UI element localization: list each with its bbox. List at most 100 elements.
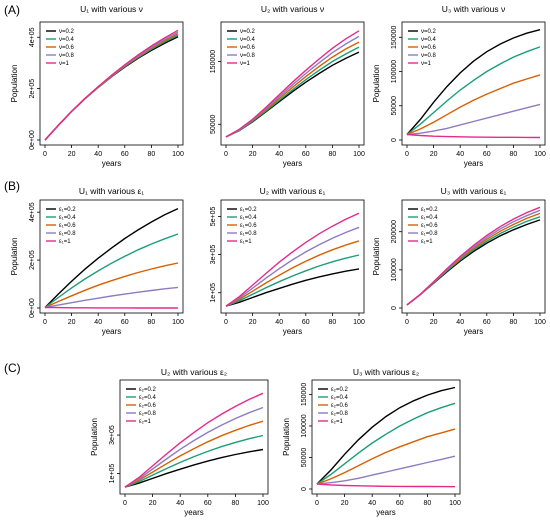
legend-entry: ε₁=0.8	[240, 231, 257, 237]
y-axis-label: Population	[282, 418, 291, 456]
chart-title: U₃ with various ν	[442, 4, 505, 14]
x-tick-label: 20	[68, 151, 76, 158]
x-tick-label: 100	[534, 151, 546, 158]
x-tick-label: 60	[121, 319, 129, 326]
x-tick-label: 40	[456, 319, 464, 326]
x-tick-label: 0	[405, 319, 409, 326]
series-line-4	[124, 406, 264, 488]
legend-entry: ε₁=0.2	[240, 207, 257, 213]
y-tick-label: 4e+05	[29, 27, 36, 47]
series-line-1	[124, 448, 264, 488]
y-tick-label: 0e+00	[29, 298, 36, 318]
legend-entry: ν=0.8	[421, 53, 437, 59]
x-tick-label: 40	[275, 319, 283, 326]
x-tick-label: 80	[232, 500, 240, 507]
y-tick-label: 100000	[391, 258, 398, 281]
legend-entry: ν=0.8	[240, 53, 256, 59]
x-tick-label: 20	[341, 500, 349, 507]
x-tick-label: 100	[534, 319, 546, 326]
y-tick-label: 0	[391, 306, 398, 310]
x-tick-label: 0	[43, 319, 47, 326]
series-line-1	[225, 268, 360, 307]
y-tick-label: 0	[301, 487, 308, 491]
x-tick-label: 100	[353, 319, 365, 326]
legend-entry: ε₁=0.6	[421, 223, 438, 229]
series-line-2	[406, 46, 541, 136]
x-axis-label: years	[464, 327, 484, 336]
x-axis-label: years	[102, 159, 122, 168]
plot-frame	[39, 21, 184, 146]
chart-2: U₂ with various ν 0 20 40 60 80 100 years 50000 1…	[210, 4, 365, 168]
chart-title: U₃ with various ε₁	[441, 186, 507, 196]
chart-title: U₃ with various ε₂	[353, 367, 419, 377]
legend-entry: ν=0.2	[59, 29, 75, 35]
y-tick-label: 100000	[301, 414, 308, 437]
y-tick-label: 100000	[391, 60, 398, 83]
series-line-3	[124, 420, 264, 488]
legend-entry: ν=1	[421, 61, 432, 67]
chart-title: U₁ with various ν	[80, 4, 143, 14]
x-tick-label: 20	[430, 319, 438, 326]
legend-entry: ν=0.2	[421, 29, 437, 35]
x-tick-label: 40	[94, 319, 102, 326]
plot-frame	[220, 199, 365, 314]
y-tick-label: 2e+05	[29, 79, 36, 99]
y-axis-label: Population	[10, 238, 19, 276]
series-line-5	[316, 483, 456, 488]
chart-3: U₃ with various ν 0 20 40 60 80 100 years 0 50000…	[372, 4, 546, 168]
plot-frame	[220, 21, 365, 146]
x-tick-label: 40	[456, 151, 464, 158]
chart-title: U₂ with various ε₂	[161, 367, 227, 377]
x-tick-label: 100	[353, 151, 365, 158]
legend-entry: ν=0.6	[240, 45, 256, 51]
x-tick-label: 80	[329, 319, 337, 326]
y-tick-label: 2e+05	[29, 250, 36, 270]
legend-entry: ε₂=0.8	[139, 411, 157, 417]
legend-entry: ε₁=0.4	[59, 215, 76, 221]
y-tick-label: 150000	[391, 25, 398, 48]
plot-frame	[119, 379, 269, 495]
y-tick-label: 0e+00	[29, 130, 36, 150]
y-tick-label: 50000	[391, 96, 398, 116]
series-line-3	[406, 74, 541, 136]
series-line-4	[44, 286, 179, 309]
series-line-4	[316, 455, 456, 485]
y-tick-label: 3e+05	[210, 245, 217, 265]
legend-entry: ε₁=0.2	[421, 207, 438, 213]
y-tick-label: 5e+05	[210, 207, 217, 227]
y-tick-label: 200000	[391, 220, 398, 243]
series-line-1	[406, 29, 541, 135]
x-tick-label: 100	[449, 500, 461, 507]
x-tick-label: 60	[302, 151, 310, 158]
chart-title: U₂ with various ν	[261, 4, 324, 14]
series-line-2	[225, 254, 360, 307]
legend-entry: ε₂=1	[139, 419, 152, 425]
legend-entry: ε₂=0.6	[139, 403, 157, 409]
x-tick-label: 60	[483, 319, 491, 326]
plot-frame	[401, 21, 546, 146]
legend-entry: ε₂=0.8	[331, 411, 349, 417]
legend-entry: ν=0.4	[421, 37, 437, 43]
series-line-2	[406, 216, 541, 306]
series-line-2	[316, 402, 456, 485]
legend-entry: ν=0.2	[240, 29, 256, 35]
x-tick-label: 100	[257, 500, 269, 507]
series-line-1	[44, 207, 179, 308]
series-line-1	[316, 386, 456, 485]
legend-entry: ε₁=1	[59, 239, 71, 245]
series-line-2	[124, 434, 264, 488]
plot-frame	[311, 379, 461, 495]
y-tick-label: 0	[391, 138, 398, 142]
series-line-2	[44, 233, 179, 309]
x-axis-label: years	[102, 327, 122, 336]
x-axis-label: years	[376, 508, 396, 517]
chart-6: U₃ with various ε₁ 0 20 40 60 80 100 years 0 1000…	[372, 186, 546, 336]
x-tick-label: 80	[424, 500, 432, 507]
x-tick-label: 20	[249, 151, 257, 158]
x-axis-label: years	[184, 508, 204, 517]
legend-entry: ε₁=0.8	[421, 231, 438, 237]
legend-entry: ν=0.6	[421, 45, 437, 51]
legend-entry: ε₁=0.4	[421, 215, 438, 221]
y-axis-label: Population	[10, 65, 19, 103]
